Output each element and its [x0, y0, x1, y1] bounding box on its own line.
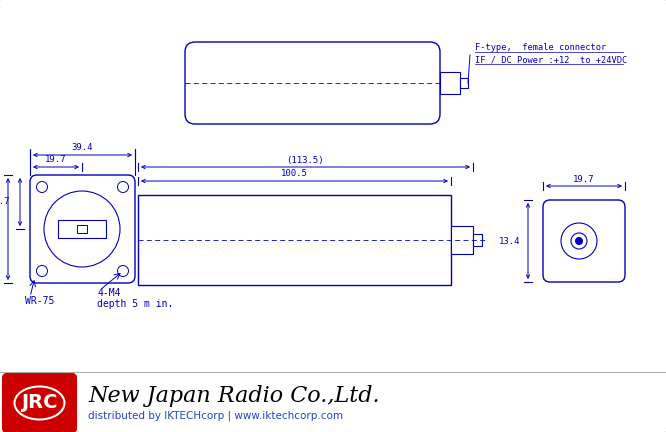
Text: F-type,  female connector: F-type, female connector	[475, 44, 606, 53]
Bar	[440, 72, 460, 94]
Text: 13.4: 13.4	[498, 236, 520, 245]
Bar	[58, 220, 106, 238]
Text: distributed by IKTECHcorp | www.iktechcorp.com: distributed by IKTECHcorp | www.iktechco…	[88, 411, 343, 421]
Text: depth 5 m in.: depth 5 m in.	[97, 299, 173, 309]
Circle shape	[117, 181, 129, 193]
Bar	[77, 225, 87, 233]
Text: New Japan Radio Co.,Ltd.: New Japan Radio Co.,Ltd.	[88, 385, 380, 407]
FancyBboxPatch shape	[3, 374, 76, 432]
Bar	[460, 78, 468, 88]
Circle shape	[571, 233, 587, 249]
Text: WR-75: WR-75	[25, 296, 55, 306]
Text: 100.5: 100.5	[280, 169, 308, 178]
Bar	[451, 226, 473, 254]
Circle shape	[561, 223, 597, 259]
Circle shape	[44, 191, 120, 267]
Circle shape	[575, 238, 583, 245]
Text: IF / DC Power :+12  to +24VDC: IF / DC Power :+12 to +24VDC	[475, 55, 627, 64]
Text: 19.7: 19.7	[573, 175, 595, 184]
Text: JRC: JRC	[21, 394, 58, 413]
Ellipse shape	[15, 387, 65, 419]
Bar	[473, 234, 482, 246]
FancyBboxPatch shape	[30, 175, 135, 283]
Text: 39.4: 39.4	[71, 143, 93, 152]
Text: 19.7: 19.7	[45, 156, 67, 165]
Text: (113.5): (113.5)	[286, 156, 324, 165]
FancyBboxPatch shape	[185, 42, 440, 124]
FancyBboxPatch shape	[543, 200, 625, 282]
Circle shape	[37, 266, 47, 276]
Text: 4-M4: 4-M4	[97, 288, 121, 298]
Text: 19.7: 19.7	[0, 197, 10, 206]
Bar	[138, 195, 451, 285]
Circle shape	[37, 181, 47, 193]
Circle shape	[117, 266, 129, 276]
